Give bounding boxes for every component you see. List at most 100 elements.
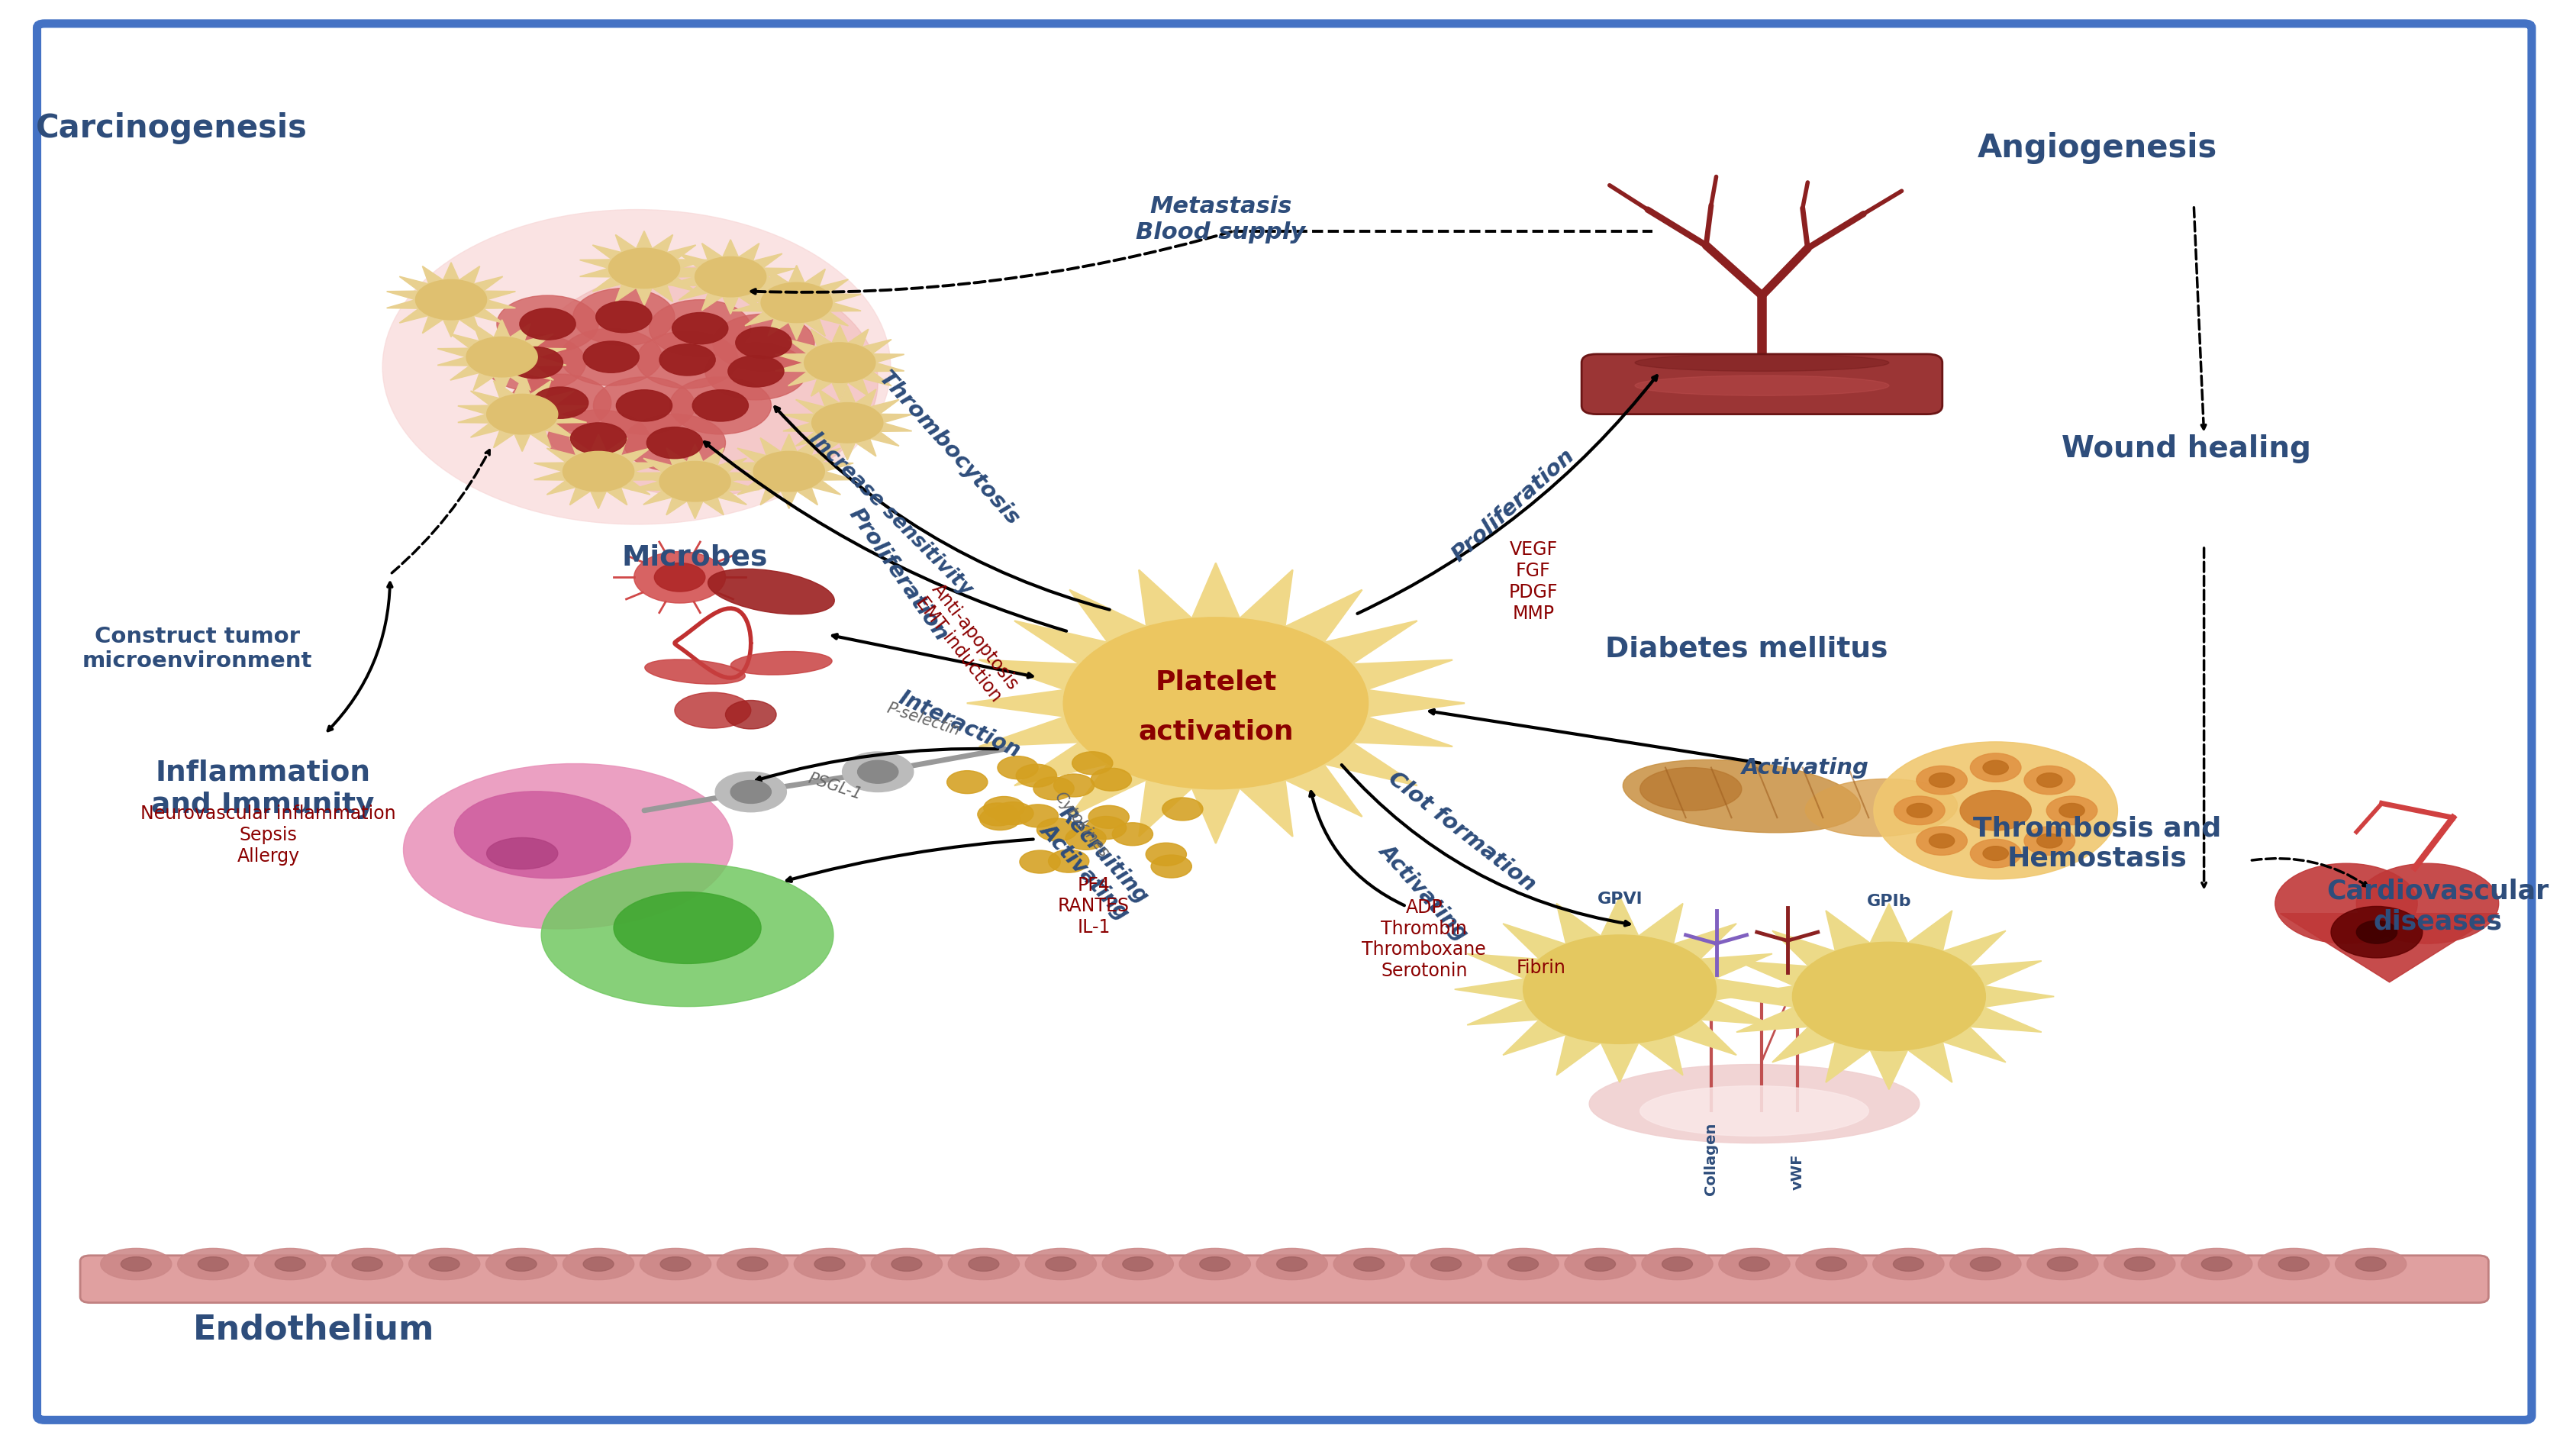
Ellipse shape [1486, 1248, 1558, 1280]
Circle shape [1917, 766, 1968, 795]
Text: PF4
RANTES
IL-1: PF4 RANTES IL-1 [1059, 875, 1131, 937]
Ellipse shape [505, 1257, 536, 1271]
Ellipse shape [1584, 1257, 1615, 1271]
Circle shape [732, 781, 770, 804]
Polygon shape [724, 435, 853, 508]
Text: Fibrin: Fibrin [1517, 959, 1566, 977]
Text: Wound healing: Wound healing [2061, 433, 2311, 464]
Circle shape [2038, 773, 2063, 788]
Circle shape [760, 283, 832, 323]
Circle shape [1038, 818, 1077, 841]
Circle shape [1072, 752, 1113, 775]
Ellipse shape [332, 1248, 402, 1280]
Text: ADP
Thrombin
Thromboxane
Serotonin: ADP Thrombin Thromboxane Serotonin [1363, 898, 1486, 980]
Ellipse shape [1873, 1248, 1945, 1280]
Ellipse shape [675, 693, 750, 728]
Ellipse shape [1430, 1257, 1461, 1271]
Ellipse shape [2048, 1257, 2079, 1271]
Ellipse shape [708, 568, 835, 614]
Ellipse shape [1971, 1257, 2002, 1271]
Text: Inflammation
and Immunity: Inflammation and Immunity [152, 759, 374, 818]
Circle shape [1971, 753, 2022, 782]
Circle shape [1162, 798, 1203, 821]
Circle shape [562, 329, 662, 386]
Ellipse shape [1636, 376, 1888, 396]
Polygon shape [667, 240, 796, 314]
Circle shape [1018, 805, 1059, 828]
Text: Microbes: Microbes [621, 544, 768, 571]
Circle shape [1033, 776, 1074, 799]
Text: Activating: Activating [1376, 839, 1473, 944]
Text: Cardiovascular
diseases: Cardiovascular diseases [2326, 878, 2548, 934]
Circle shape [533, 387, 587, 419]
Circle shape [1917, 827, 1968, 855]
Ellipse shape [1795, 1248, 1868, 1280]
Circle shape [726, 700, 775, 729]
Ellipse shape [523, 267, 878, 495]
Ellipse shape [639, 1248, 711, 1280]
Circle shape [1906, 804, 1932, 818]
Ellipse shape [1718, 1248, 1790, 1280]
Circle shape [510, 375, 611, 432]
Ellipse shape [582, 1257, 613, 1271]
Ellipse shape [2182, 1248, 2251, 1280]
Ellipse shape [1412, 1248, 1481, 1280]
Circle shape [2275, 864, 2416, 944]
Ellipse shape [1025, 1248, 1097, 1280]
Circle shape [1873, 742, 2117, 880]
Ellipse shape [2336, 1248, 2406, 1280]
Ellipse shape [793, 1248, 866, 1280]
Ellipse shape [1180, 1248, 1249, 1280]
Text: GPVl: GPVl [1597, 891, 1643, 907]
Circle shape [2058, 804, 2084, 818]
Circle shape [549, 410, 649, 468]
Text: activation: activation [1139, 719, 1293, 745]
Circle shape [2045, 796, 2097, 825]
Text: P-selectin: P-selectin [886, 700, 963, 739]
Circle shape [520, 309, 574, 340]
Circle shape [659, 344, 716, 376]
Ellipse shape [1950, 1248, 2022, 1280]
Text: Thrombocytosis: Thrombocytosis [873, 367, 1023, 530]
Text: GPIb: GPIb [1868, 894, 1911, 910]
Ellipse shape [541, 864, 835, 1006]
Text: Diabetes mellitus: Diabetes mellitus [1605, 636, 1888, 663]
Circle shape [569, 423, 626, 455]
Text: Proliferation: Proliferation [1448, 445, 1579, 567]
Ellipse shape [1641, 1086, 1868, 1137]
Ellipse shape [1623, 759, 1860, 832]
Text: vWF: vWF [1790, 1154, 1806, 1190]
Ellipse shape [948, 1248, 1020, 1280]
Circle shape [659, 462, 732, 501]
Ellipse shape [891, 1257, 922, 1271]
Circle shape [616, 390, 672, 422]
Circle shape [647, 428, 703, 459]
Circle shape [1113, 822, 1154, 845]
Circle shape [415, 280, 487, 320]
Polygon shape [533, 435, 662, 508]
Ellipse shape [487, 1248, 556, 1280]
Circle shape [696, 257, 765, 297]
Ellipse shape [2027, 1248, 2097, 1280]
Ellipse shape [1893, 1257, 1924, 1271]
Ellipse shape [2259, 1248, 2329, 1280]
Circle shape [582, 342, 639, 373]
Circle shape [595, 301, 652, 333]
Circle shape [2357, 921, 2398, 944]
Circle shape [729, 356, 783, 387]
Polygon shape [1455, 897, 1785, 1082]
Ellipse shape [198, 1257, 229, 1271]
Circle shape [466, 337, 538, 377]
Polygon shape [438, 320, 567, 395]
Polygon shape [775, 326, 904, 400]
Circle shape [858, 761, 899, 784]
Ellipse shape [1257, 1248, 1327, 1280]
Circle shape [948, 771, 987, 794]
Text: Interaction: Interaction [894, 687, 1023, 762]
Ellipse shape [2202, 1257, 2231, 1271]
Circle shape [804, 343, 876, 383]
Ellipse shape [716, 1248, 788, 1280]
Ellipse shape [613, 893, 760, 963]
Ellipse shape [1641, 768, 1741, 811]
Polygon shape [631, 445, 760, 518]
